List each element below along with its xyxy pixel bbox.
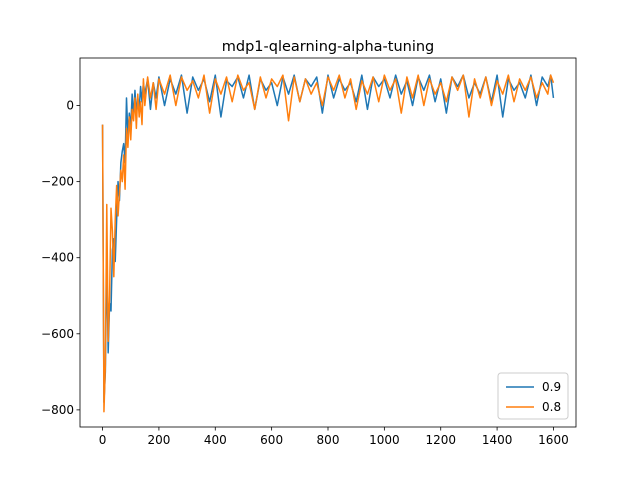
legend-label: 0.9 xyxy=(542,380,561,394)
y-tick-label: −200 xyxy=(41,175,74,189)
x-tick-label: 0 xyxy=(99,433,107,447)
y-tick-label: −800 xyxy=(41,403,74,417)
y-tick-label: 0 xyxy=(66,99,74,113)
x-tick-label: 1200 xyxy=(425,433,456,447)
y-tick-label: −400 xyxy=(41,251,74,265)
x-tick-label: 200 xyxy=(147,433,170,447)
series-line-0.8 xyxy=(101,74,555,413)
x-tick-label: 1600 xyxy=(538,433,569,447)
x-tick-label: 800 xyxy=(317,433,340,447)
chart-title: mdp1-qlearning-alpha-tuning xyxy=(222,39,435,55)
y-tick-label: −600 xyxy=(41,327,74,341)
x-tick-label: 600 xyxy=(260,433,283,447)
plot-area xyxy=(101,74,555,413)
legend-label: 0.8 xyxy=(542,400,561,414)
x-tick-label: 1000 xyxy=(369,433,400,447)
x-tick-label: 400 xyxy=(204,433,227,447)
legend: 0.90.8 xyxy=(497,372,569,420)
x-tick-label: 1400 xyxy=(482,433,513,447)
axes: 0 200 400 600 800 1000 1200 1400 1600 −800 −600 −40… xyxy=(41,57,577,447)
